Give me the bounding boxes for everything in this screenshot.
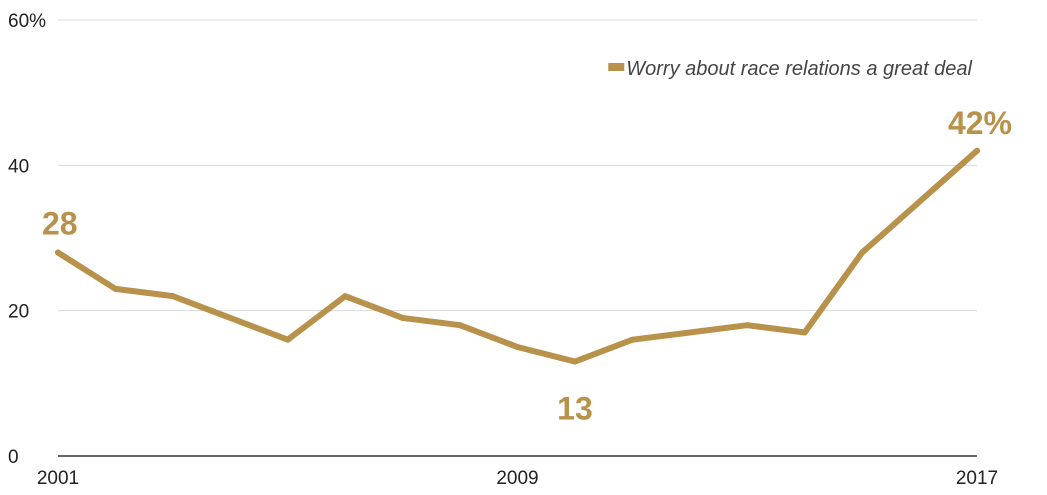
data-point bbox=[629, 336, 636, 343]
data-point bbox=[514, 344, 521, 350]
legend-swatch bbox=[608, 63, 625, 71]
data-point bbox=[342, 293, 349, 300]
data-point bbox=[916, 198, 923, 205]
data-label: 28 bbox=[42, 206, 78, 242]
y-tick-label: 60% bbox=[8, 11, 46, 32]
data-point bbox=[457, 322, 464, 329]
data-point bbox=[284, 336, 291, 343]
data-point bbox=[571, 358, 578, 365]
data-point bbox=[55, 249, 61, 256]
data-point bbox=[169, 293, 176, 300]
series-line bbox=[55, 147, 980, 365]
data-point bbox=[744, 322, 751, 329]
data-point bbox=[974, 147, 980, 154]
legend-label: Worry about race relations a great deal bbox=[626, 58, 972, 80]
y-tick-label: 20 bbox=[8, 302, 29, 323]
data-point bbox=[686, 329, 693, 336]
data-point bbox=[112, 285, 119, 292]
y-tick-label: 40 bbox=[8, 156, 29, 177]
x-tick-label: 2017 bbox=[956, 468, 998, 489]
x-tick-label: 2001 bbox=[37, 468, 79, 489]
data-point bbox=[801, 329, 808, 336]
x-tick-label: 2009 bbox=[496, 468, 538, 489]
data-point bbox=[399, 314, 406, 321]
data-point bbox=[859, 249, 866, 256]
y-tick-label: 0 bbox=[8, 447, 19, 468]
data-label: 42% bbox=[948, 105, 1012, 141]
data-point bbox=[227, 314, 234, 321]
data-label: 13 bbox=[557, 391, 593, 427]
